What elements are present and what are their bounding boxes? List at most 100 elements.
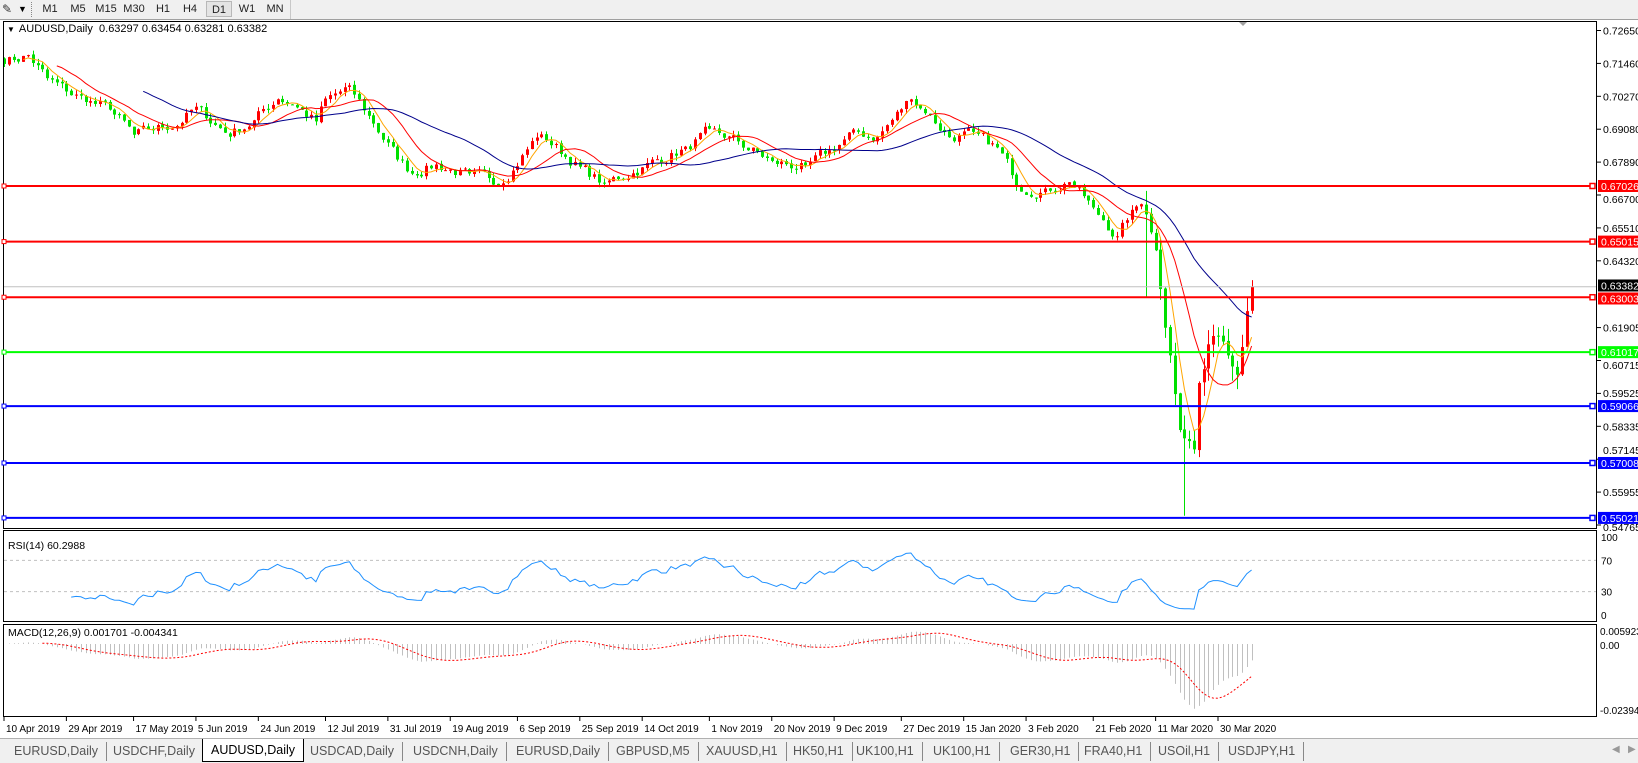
timeframe-h4-button[interactable]: H4 xyxy=(182,3,198,15)
tab-usdcnh-daily[interactable]: USDCNH,Daily xyxy=(405,742,507,761)
level-handle-left[interactable] xyxy=(1,183,7,189)
level-handle-right[interactable] xyxy=(1589,238,1596,245)
tab-uk100-h1[interactable]: UK100,H1 xyxy=(848,742,923,761)
chevron-down-icon[interactable]: ▼ xyxy=(18,4,27,14)
candle-body xyxy=(104,100,107,102)
candle-body xyxy=(1174,355,1177,395)
level-handle-left[interactable] xyxy=(1,294,7,300)
level-handle-left[interactable] xyxy=(1,239,7,245)
tab-usdcad-daily[interactable]: USDCAD,Daily xyxy=(302,742,404,761)
candle-body xyxy=(1006,153,1009,159)
horizontal-level-line[interactable]: 0.59066 xyxy=(1,400,1638,413)
time-axis-label: 3 Feb 2020 xyxy=(1028,724,1079,735)
candle-body xyxy=(1183,429,1186,439)
timeframe-d1-button[interactable]: D1 xyxy=(206,1,232,17)
tab-eurusd-daily[interactable]: EURUSD,Daily xyxy=(6,742,108,761)
candle-body xyxy=(545,134,548,140)
tab-xauusd-h1[interactable]: XAUUSD,H1 xyxy=(698,742,787,761)
candle-body xyxy=(598,174,601,183)
timeframe-w1-button[interactable]: W1 xyxy=(238,3,256,15)
candle xyxy=(919,104,922,110)
candle-body xyxy=(1236,366,1239,375)
level-handle-left[interactable] xyxy=(1,349,7,355)
level-handle-left[interactable] xyxy=(1,403,7,409)
time-axis-label: 31 Jul 2019 xyxy=(390,724,442,735)
tab-usdchf-daily[interactable]: USDCHF,Daily xyxy=(105,742,204,761)
tab-audusd-daily[interactable]: AUDUSD,Daily xyxy=(202,739,305,762)
horizontal-level-line[interactable]: 0.67026 xyxy=(1,179,1638,193)
candle-body xyxy=(4,58,6,64)
candle xyxy=(819,146,822,159)
candle-body xyxy=(65,83,68,92)
tab-eurusd-daily-2[interactable]: EURUSD,Daily xyxy=(508,742,610,761)
candle-body xyxy=(464,168,467,170)
time-axis-label: 17 May 2019 xyxy=(136,724,194,735)
level-handle-right[interactable] xyxy=(1589,348,1596,356)
level-handle-right[interactable] xyxy=(1589,293,1596,301)
scroll-left-icon[interactable]: ◀ xyxy=(1612,744,1620,755)
candle xyxy=(406,158,409,173)
candle-body xyxy=(521,155,524,166)
level-handle-right[interactable] xyxy=(1589,459,1596,467)
level-handle-right[interactable] xyxy=(1589,514,1596,522)
candle-body xyxy=(632,173,635,179)
candle-body xyxy=(843,139,846,146)
horizontal-level-line[interactable]: 0.61017 xyxy=(1,346,1638,359)
timeframe-m30-button[interactable]: M30 xyxy=(123,3,145,15)
candle-body xyxy=(137,129,140,135)
horizontal-level-line[interactable]: 0.55021 xyxy=(1,511,1638,525)
tab-usoil-h1[interactable]: USOil,H1 xyxy=(1150,742,1220,761)
toolbar-grip[interactable] xyxy=(31,2,34,17)
horizontal-level-line[interactable]: 0.57008 xyxy=(1,456,1638,470)
candle-body xyxy=(190,109,193,113)
price-axis-label: 0.66700 xyxy=(1603,194,1638,206)
candle-body xyxy=(991,143,994,145)
horizontal-level-line[interactable]: 0.63003 xyxy=(1,292,1638,305)
candle-body xyxy=(814,155,817,162)
candle-body xyxy=(248,126,251,130)
tab-fra40-h1[interactable]: FRA40,H1 xyxy=(1076,742,1152,761)
level-handle-left[interactable] xyxy=(1,515,7,521)
candle-body xyxy=(540,134,543,138)
level-handle-right[interactable] xyxy=(1589,402,1596,410)
tab-usdjpy-h1[interactable]: USDJPY,H1 xyxy=(1220,742,1305,761)
tab-uk100-h1-2[interactable]: UK100,H1 xyxy=(925,742,1000,761)
candle-body xyxy=(526,149,529,155)
candle xyxy=(1188,430,1191,449)
tab-gbpusd-m5[interactable]: GBPUSD,M5 xyxy=(608,742,699,761)
candle-body xyxy=(536,137,539,141)
timeframe-mn-button[interactable]: MN xyxy=(266,3,284,15)
timeframe-m5-button[interactable]: M5 xyxy=(70,3,86,15)
candle xyxy=(804,161,807,168)
timeframe-h1-button[interactable]: H1 xyxy=(155,3,171,15)
candle xyxy=(257,107,260,124)
candle xyxy=(281,95,284,105)
tab-ger30-h1[interactable]: GER30,H1 xyxy=(1002,742,1080,761)
level-handle-right[interactable] xyxy=(1589,182,1596,190)
price-axis-label: 0.65510 xyxy=(1603,223,1638,235)
level-handle-left[interactable] xyxy=(1,460,7,466)
candle xyxy=(550,136,553,149)
chart-shift-marker-icon[interactable] xyxy=(1239,22,1247,26)
candle xyxy=(905,100,908,114)
candle xyxy=(1164,287,1167,338)
timeframe-m15-button[interactable]: M15 xyxy=(95,3,117,15)
candle-body xyxy=(1231,355,1234,367)
candle xyxy=(660,156,663,167)
candle-body xyxy=(838,144,841,150)
candle xyxy=(157,123,160,135)
triangle-down-icon[interactable]: ▼ xyxy=(7,25,15,34)
tab-hk50-h1[interactable]: HK50,H1 xyxy=(785,742,853,761)
candle xyxy=(1183,415,1186,516)
scroll-right-icon[interactable]: ▶ xyxy=(1628,744,1636,755)
candle-body xyxy=(1203,369,1206,383)
candle xyxy=(200,105,203,112)
candle xyxy=(771,156,774,163)
timeframe-m1-button[interactable]: M1 xyxy=(42,3,58,15)
horizontal-level-line[interactable]: 0.65015 xyxy=(1,235,1638,249)
time-axis-label: 20 Nov 2019 xyxy=(774,724,831,735)
line-tools-icon[interactable]: ✎ xyxy=(2,2,13,16)
macd-axis-label: 0.005923 xyxy=(1600,627,1638,638)
candle-body xyxy=(584,165,587,167)
